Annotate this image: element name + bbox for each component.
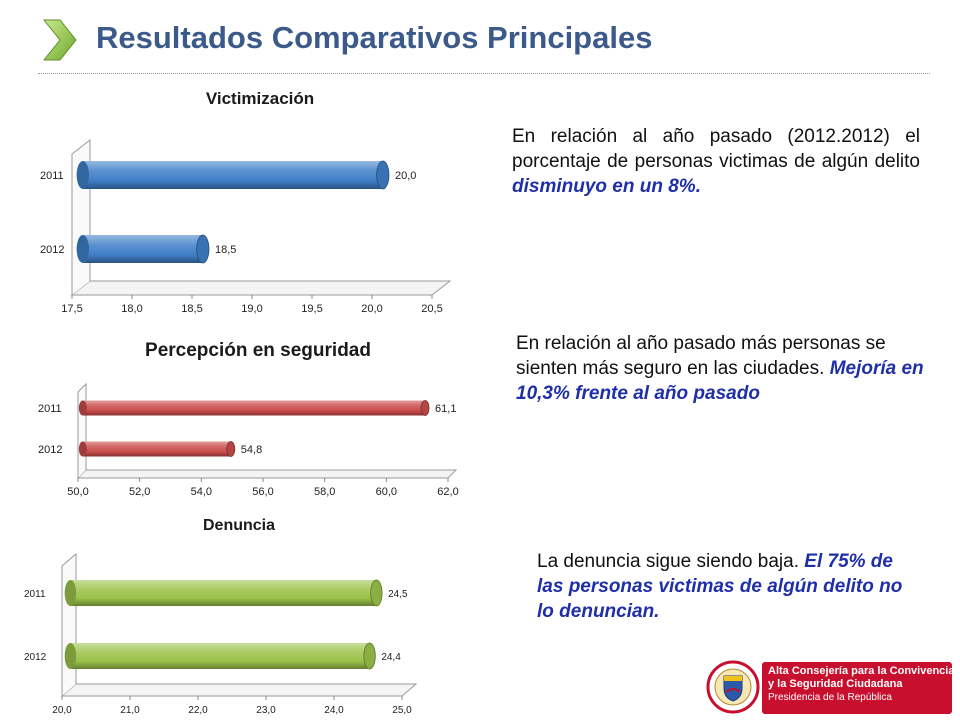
- bar-2012: 18,5: [76, 234, 236, 264]
- panel-highlight: disminuyo en un 8%.: [512, 176, 701, 197]
- institution-logo: Alta Consejería para la Convivencia y la…: [762, 662, 955, 714]
- bar-end-cap: [196, 234, 210, 264]
- page-title: Resultados Comparativos Principales: [96, 20, 653, 55]
- bar-body: [70, 643, 370, 669]
- bar-end-cap: [226, 441, 236, 457]
- bar-2011: 20,0: [76, 160, 416, 190]
- x-tick-label: 20,0: [361, 303, 382, 315]
- x-axis-ticks: 50,0 52,0 54,0 56,0 58,0 60,0 62,0: [67, 478, 459, 498]
- chart-side-wall: [77, 382, 87, 478]
- chart-side-wall: [61, 552, 77, 696]
- bar-start-cap: [76, 161, 89, 189]
- bar-start-cap: [78, 400, 87, 416]
- chart-frame: [76, 382, 458, 479]
- x-axis-ticks: 20,0 21,0 22,0 23,0 24,0 25,0: [52, 696, 412, 716]
- chart-bars: 20,0 18,5: [76, 160, 416, 264]
- x-tick-label: 19,5: [301, 303, 322, 315]
- x-tick-label: 22,0: [188, 705, 208, 716]
- bar-2012: 24,4: [64, 642, 401, 670]
- chevron-right-icon: [42, 19, 77, 61]
- panel-body: La denuncia sigue siendo baja.: [537, 551, 805, 572]
- chart-percepcion-seguridad: Percepción en seguridad 61,1 54,8 50,0 52,…: [38, 340, 459, 498]
- x-tick-label: 50,0: [67, 486, 88, 498]
- x-tick-label: 56,0: [252, 486, 273, 498]
- bar-start-cap: [78, 441, 87, 457]
- x-tick-label: 62,0: [437, 486, 458, 498]
- bar-start-cap: [64, 580, 77, 606]
- logo-line-2: y la Seguridad Ciudadana: [768, 678, 903, 690]
- bar-end-cap: [376, 160, 390, 190]
- panel-highlight: Mejoría en 10,3% frente al año pasado: [516, 358, 924, 404]
- x-tick-label: 60,0: [376, 486, 397, 498]
- x-axis-ticks: 17,5 18,0 18,5 19,0 19,5 20,0 20,5: [61, 295, 443, 315]
- x-tick-label: 25,0: [392, 705, 412, 716]
- bar-value-label: 61,1: [435, 403, 456, 415]
- bar-value-label: 24,4: [381, 652, 401, 663]
- bar-value-label: 20,0: [395, 170, 416, 182]
- bar-2012: 54,8: [78, 441, 262, 457]
- panel-text-percepcion: En relación al año pasado más personas s…: [516, 331, 948, 406]
- bar-body: [82, 400, 426, 416]
- y-axis-categories: 2011 2012: [40, 170, 64, 256]
- x-tick-label: 58,0: [314, 486, 335, 498]
- bar-start-cap: [64, 643, 77, 669]
- x-tick-label: 21,0: [120, 705, 140, 716]
- chart-title: Denuncia: [203, 517, 275, 534]
- chart-floor: [70, 280, 452, 296]
- x-tick-label: 20,5: [421, 303, 442, 315]
- bar-2011: 61,1: [78, 400, 456, 416]
- chart-bars: 24,5 24,4: [64, 579, 408, 670]
- logo-line-1: Alta Consejería para la Convivencia: [768, 665, 955, 677]
- y-category-label: 2011: [38, 403, 62, 415]
- panel-body: En relación al año pasado (2012.2012) el…: [512, 126, 920, 172]
- coat-of-arms-logo: [706, 660, 760, 714]
- logo-line-3: Presidencia de la República: [768, 692, 892, 703]
- x-tick-label: 18,0: [121, 303, 142, 315]
- y-category-label: 2011: [24, 589, 46, 600]
- chart-floor: [76, 469, 458, 479]
- x-tick-label: 23,0: [256, 705, 276, 716]
- y-category-label: 2012: [38, 444, 62, 456]
- x-tick-label: 17,5: [61, 303, 82, 315]
- panel-highlight: El 75% de las personas victimas de algún…: [537, 551, 903, 622]
- y-axis-categories: 2011 2012: [24, 589, 47, 663]
- y-category-label: 2012: [40, 244, 64, 256]
- chart-bars: 61,1 54,8: [78, 400, 456, 457]
- bar-body: [70, 580, 377, 606]
- x-tick-label: 18,5: [181, 303, 202, 315]
- panel-body: En relación al año pasado más personas s…: [516, 333, 886, 379]
- bar-body: [82, 161, 383, 189]
- panel-text-victimizacion: En relación al año pasado (2012.2012) el…: [512, 124, 920, 199]
- x-tick-label: 19,0: [241, 303, 262, 315]
- panel-text-denuncia: La denuncia sigue siendo baja. El 75% de…: [537, 549, 917, 624]
- x-tick-label: 52,0: [129, 486, 150, 498]
- y-category-label: 2012: [24, 652, 47, 663]
- chart-denuncia: Denuncia 24,5 24,4 20,0 21,0 22,0 23,0 24,0 25…: [24, 517, 418, 716]
- bar-value-label: 24,5: [388, 589, 408, 600]
- bar-value-label: 18,5: [215, 244, 236, 256]
- bar-body: [82, 235, 203, 263]
- bar-value-label: 54,8: [241, 444, 262, 456]
- title-divider: [38, 73, 930, 74]
- chart-title: Percepción en seguridad: [145, 340, 371, 361]
- bar-end-cap: [370, 579, 383, 607]
- bar-end-cap: [420, 400, 430, 416]
- x-tick-label: 20,0: [52, 705, 72, 716]
- chart-frame: [60, 552, 418, 697]
- x-tick-label: 24,0: [324, 705, 344, 716]
- x-tick-label: 54,0: [191, 486, 212, 498]
- bar-start-cap: [76, 235, 89, 263]
- y-category-label: 2011: [40, 170, 64, 182]
- bar-end-cap: [363, 642, 376, 670]
- chart-title: Victimización: [206, 89, 314, 108]
- chart-victimizacion: Victimización 20,018,5 17,5 18,0 18,5 19,0 1…: [40, 89, 452, 315]
- bar-2011: 24,5: [64, 579, 408, 607]
- y-axis-categories: 2011 2012: [38, 403, 62, 456]
- bar-body: [82, 441, 231, 457]
- chart-floor: [60, 683, 418, 697]
